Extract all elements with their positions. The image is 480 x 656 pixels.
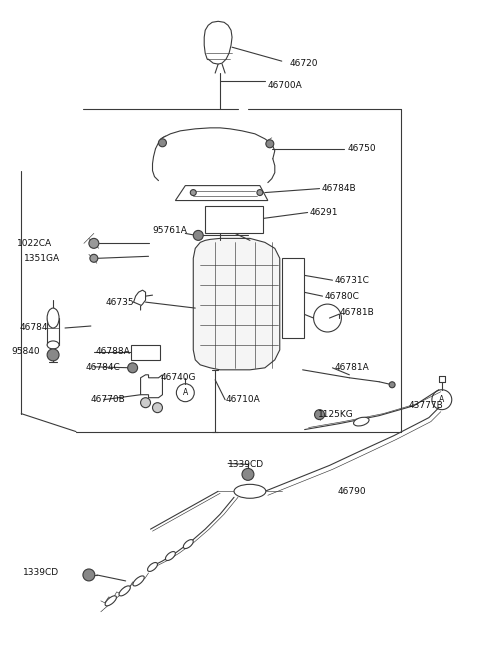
Ellipse shape [234, 484, 266, 499]
Polygon shape [175, 186, 268, 201]
Text: 46781A: 46781A [335, 363, 369, 373]
Text: 46784C: 46784C [86, 363, 120, 373]
Text: 46735: 46735 [106, 298, 134, 306]
Text: 46788A: 46788A [96, 348, 131, 356]
Ellipse shape [47, 308, 59, 328]
Circle shape [190, 190, 196, 195]
Text: 46790: 46790 [337, 487, 366, 496]
Text: 43777B: 43777B [409, 401, 444, 410]
Polygon shape [193, 238, 280, 370]
Text: A: A [183, 388, 188, 398]
Ellipse shape [105, 596, 117, 606]
Ellipse shape [47, 341, 59, 349]
Text: 46781B: 46781B [339, 308, 374, 317]
Circle shape [47, 349, 59, 361]
Text: 46750: 46750 [348, 144, 376, 154]
Ellipse shape [133, 576, 144, 586]
Bar [282, 258, 304, 338]
Text: 1022CA: 1022CA [17, 239, 52, 248]
Ellipse shape [183, 540, 193, 548]
Text: 95761A: 95761A [153, 226, 187, 235]
Text: 1351GA: 1351GA [24, 254, 60, 263]
Text: 46784: 46784 [19, 323, 48, 333]
Text: 46720: 46720 [290, 58, 318, 68]
Text: 46291: 46291 [310, 208, 338, 217]
Text: 46784B: 46784B [322, 184, 356, 193]
Text: 1339CD: 1339CD [23, 569, 60, 577]
Polygon shape [141, 375, 162, 398]
Text: A: A [439, 395, 444, 404]
Ellipse shape [166, 552, 175, 560]
Circle shape [141, 398, 151, 407]
Ellipse shape [147, 562, 157, 571]
Text: 46780C: 46780C [324, 292, 360, 300]
Circle shape [242, 468, 254, 480]
Text: 1125KG: 1125KG [318, 410, 353, 419]
Ellipse shape [354, 417, 369, 426]
Text: 46710A: 46710A [225, 395, 260, 404]
Circle shape [193, 230, 203, 240]
Text: 46740G: 46740G [160, 373, 196, 382]
Circle shape [128, 363, 138, 373]
Circle shape [158, 139, 167, 147]
Text: 46731C: 46731C [335, 276, 369, 285]
Circle shape [314, 409, 324, 420]
Circle shape [90, 255, 98, 262]
Circle shape [83, 569, 95, 581]
Text: 1339CD: 1339CD [228, 460, 264, 469]
Circle shape [389, 382, 395, 388]
Circle shape [89, 238, 99, 249]
Bar [131, 345, 160, 360]
Text: 46770B: 46770B [91, 395, 126, 404]
Text: 95840: 95840 [12, 348, 40, 356]
Circle shape [257, 190, 263, 195]
Ellipse shape [119, 586, 131, 596]
Circle shape [266, 140, 274, 148]
Text: 46700A: 46700A [268, 81, 302, 89]
Bar [205, 205, 263, 234]
Circle shape [153, 403, 162, 413]
